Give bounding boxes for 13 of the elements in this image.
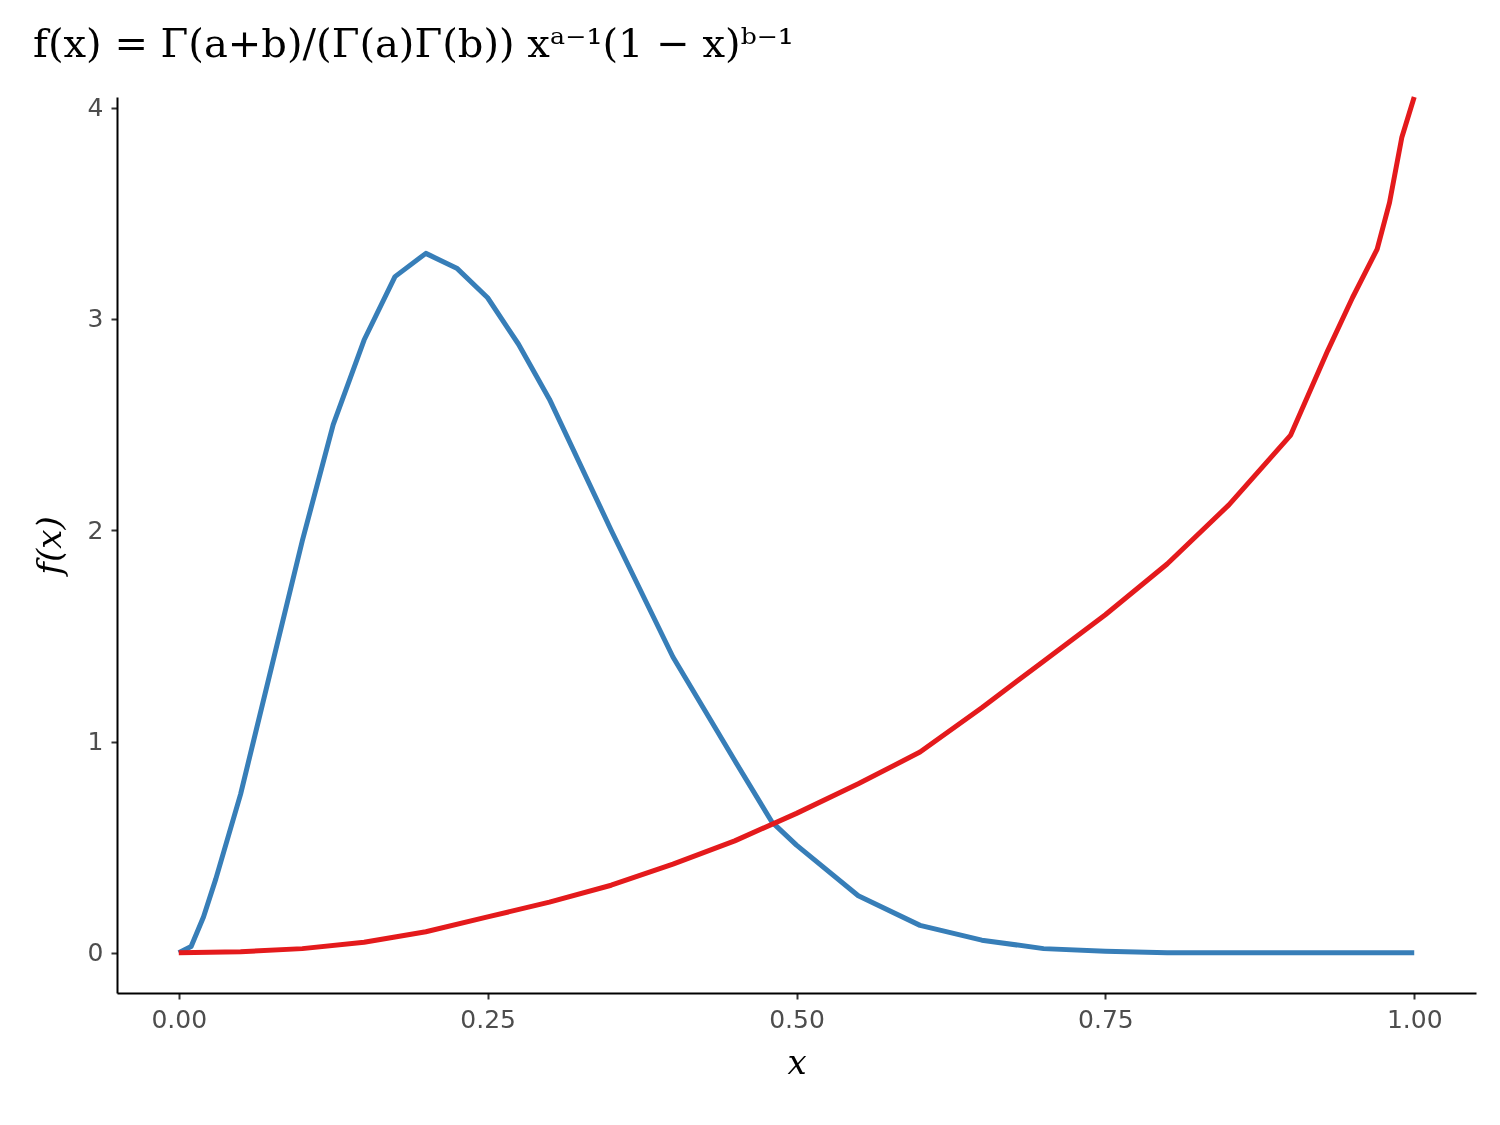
y-tick-label: 3: [87, 304, 104, 334]
x-tick-label: 0.25: [460, 1004, 516, 1034]
x-axis-title: x: [787, 1041, 807, 1082]
y-tick-label: 2: [87, 515, 104, 545]
x-tick-label: 0.50: [769, 1004, 825, 1034]
chart-title: f(x) = Γ(a+b)/(Γ(a)Γ(b)) xᵃ⁻¹(1 − x)ᵇ⁻¹: [33, 19, 794, 66]
y-axis-title: f(x): [28, 516, 69, 578]
y-tick-label: 1: [87, 727, 104, 757]
y-tick-label: 4: [87, 93, 104, 123]
x-tick-label: 0.00: [151, 1004, 208, 1034]
x-tick-label: 1.00: [1386, 1004, 1443, 1034]
x-tick-label: 0.75: [1078, 1004, 1134, 1034]
y-tick-label: 0: [87, 938, 104, 968]
